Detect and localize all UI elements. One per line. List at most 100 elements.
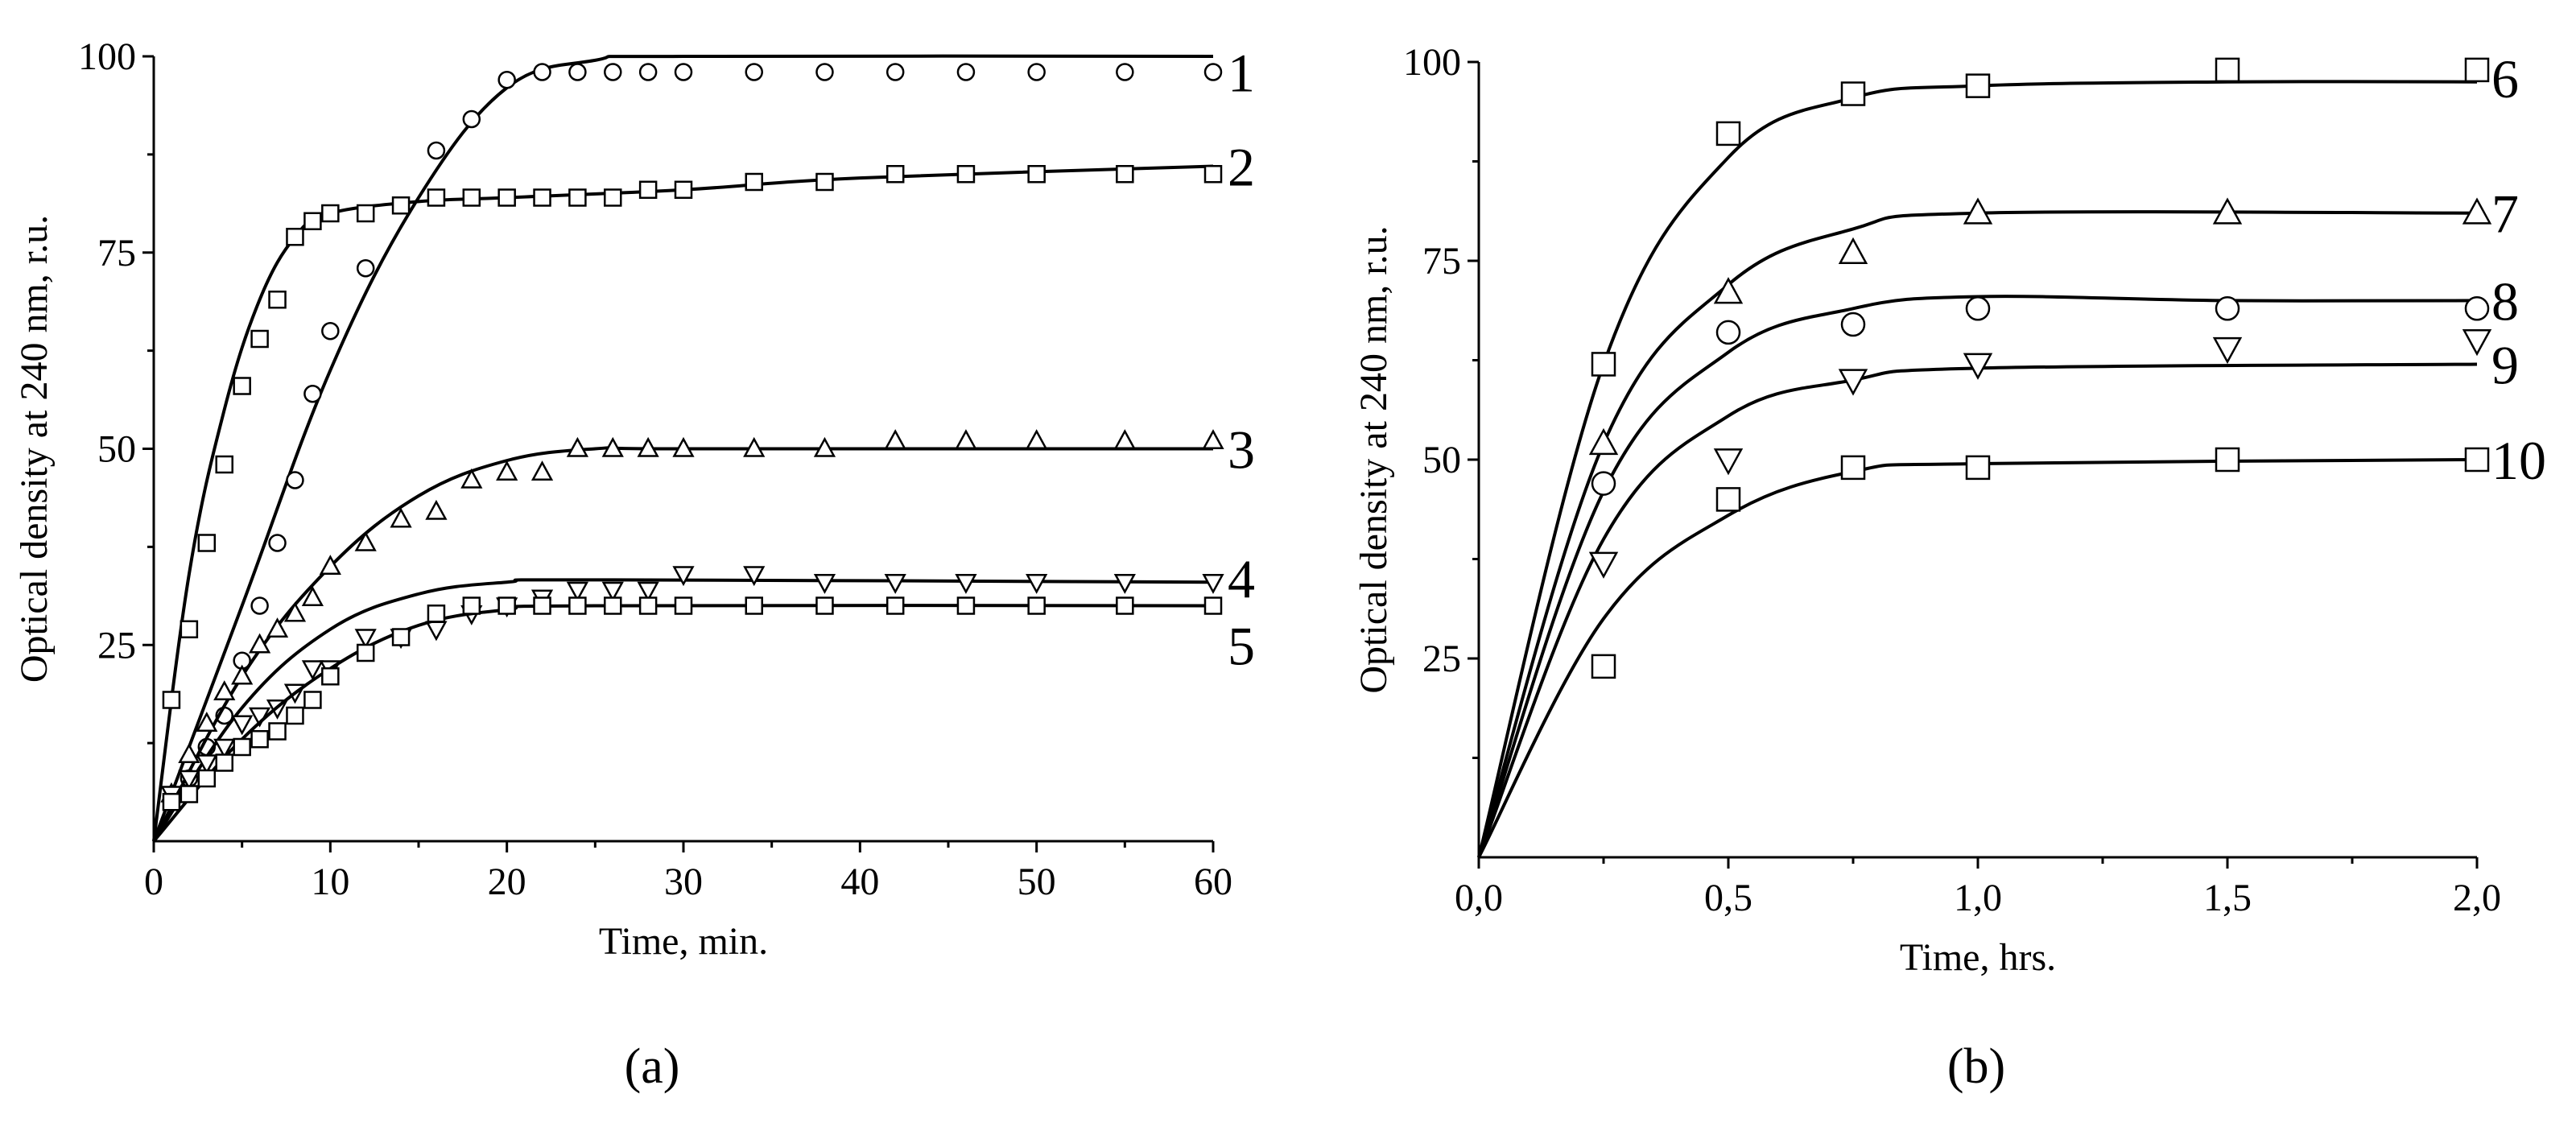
data-point — [1965, 73, 1991, 98]
fit-curve-3 — [152, 446, 1213, 842]
data-point — [462, 596, 481, 615]
data-point — [427, 605, 446, 623]
series-7: 7 — [1477, 184, 2519, 858]
data-point — [1113, 574, 1136, 594]
data-point — [886, 63, 905, 81]
series-5: 5 — [152, 596, 1255, 843]
data-point — [1202, 574, 1224, 594]
x-tick-label: 1,0 — [1954, 877, 2002, 919]
data-point — [391, 196, 411, 215]
data-point — [637, 436, 659, 457]
data-point — [462, 109, 481, 129]
data-point — [460, 468, 483, 489]
data-point — [638, 63, 658, 81]
data-point — [745, 172, 763, 192]
data-point — [1026, 574, 1048, 594]
data-point — [427, 141, 446, 160]
data-point — [955, 429, 977, 449]
data-point — [1203, 596, 1223, 615]
data-point — [743, 436, 766, 457]
data-point — [425, 499, 448, 520]
data-point — [2464, 57, 2490, 83]
data-point — [250, 329, 269, 349]
data-point — [1026, 429, 1048, 449]
x-tick-label: 10 — [311, 861, 349, 903]
data-point — [1203, 165, 1223, 184]
panel-label: (b) — [1947, 1039, 2005, 1094]
data-point — [533, 188, 551, 207]
data-point — [1591, 471, 1616, 496]
data-point — [886, 165, 905, 184]
data-point — [1715, 487, 1741, 512]
data-point — [321, 667, 340, 686]
data-point — [1027, 165, 1046, 184]
data-point — [566, 581, 589, 602]
data-point — [2462, 328, 2492, 357]
data-point — [250, 730, 269, 749]
data-point — [178, 743, 200, 763]
y-axis-title: Optical density at 240 nm, r.u. — [1352, 225, 1395, 693]
data-point — [745, 596, 763, 615]
data-point — [354, 629, 377, 650]
y-tick-label: 75 — [1422, 240, 1461, 283]
y-tick-label: 75 — [97, 232, 136, 274]
series-8: 8 — [1477, 270, 2519, 858]
data-point — [1588, 427, 1619, 456]
series-6: 6 — [1477, 48, 2519, 858]
fit-curve-4 — [152, 578, 1214, 843]
fit-curve-2 — [152, 164, 1214, 842]
data-point — [215, 455, 233, 474]
data-point — [356, 643, 375, 662]
curve-label: 8 — [2491, 270, 2519, 332]
fit-curve-5 — [152, 604, 1214, 843]
data-point — [266, 617, 289, 638]
data-point — [1713, 448, 1744, 476]
data-point — [497, 188, 516, 207]
data-point — [1715, 121, 1741, 147]
x-tick-label: 0,0 — [1455, 877, 1503, 919]
data-point — [497, 71, 516, 89]
data-point — [268, 534, 287, 552]
y-tick-label: 50 — [97, 428, 136, 471]
x-tick-label: 1,5 — [2203, 877, 2252, 919]
y-tick-label: 100 — [1403, 41, 1461, 84]
data-point — [956, 63, 976, 81]
data-point — [301, 586, 324, 606]
curve-label: 5 — [1228, 615, 1255, 676]
data-point — [196, 754, 218, 775]
data-point — [638, 596, 658, 615]
data-point — [672, 566, 695, 587]
fit-curve-7 — [1477, 210, 2478, 858]
data-point — [530, 460, 554, 481]
data-point — [886, 596, 905, 615]
data-point — [303, 691, 322, 709]
x-tick-label: 20 — [488, 861, 526, 903]
data-point — [233, 737, 251, 757]
chart-panel-b: 0,0 0,5 1,0 1,5 2,0 25 50 75 100 Time, hrs. Optica… — [1352, 41, 2546, 1094]
data-point — [390, 507, 412, 528]
data-point — [427, 188, 446, 207]
data-point — [2212, 336, 2243, 365]
data-point — [672, 436, 695, 457]
data-point — [178, 770, 200, 790]
data-point — [425, 621, 448, 642]
y-tick-label: 25 — [1422, 638, 1461, 680]
data-point — [956, 165, 976, 184]
x-tick-label: 2,0 — [2453, 877, 2501, 919]
data-point — [1840, 455, 1866, 481]
data-point — [231, 715, 254, 736]
curve-label: 7 — [2491, 184, 2519, 245]
data-point — [884, 429, 906, 449]
data-point — [601, 436, 624, 457]
data-point — [1965, 296, 1991, 321]
data-point — [955, 574, 977, 594]
data-point — [356, 259, 375, 278]
data-point — [250, 596, 269, 615]
data-point — [180, 785, 199, 803]
data-point — [356, 204, 375, 223]
data-point — [1965, 455, 1991, 481]
data-point — [283, 601, 307, 622]
data-point — [568, 596, 587, 615]
data-point — [391, 628, 411, 646]
x-tick-label: 40 — [840, 861, 879, 903]
